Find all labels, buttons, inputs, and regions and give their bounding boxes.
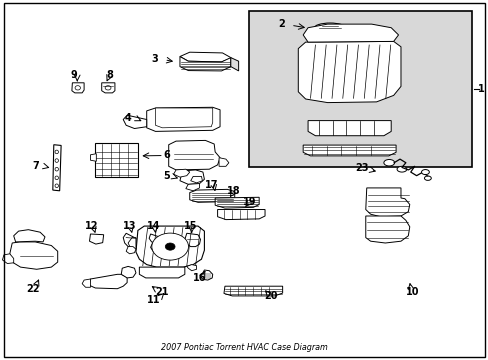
Text: 18: 18 <box>226 186 240 196</box>
Text: 2007 Pontiac Torrent HVAC Case Diagram: 2007 Pontiac Torrent HVAC Case Diagram <box>161 343 327 352</box>
Ellipse shape <box>151 233 188 260</box>
Ellipse shape <box>55 150 59 154</box>
Polygon shape <box>10 242 58 269</box>
Polygon shape <box>150 243 162 253</box>
Polygon shape <box>189 189 234 202</box>
Polygon shape <box>180 52 230 62</box>
Text: 20: 20 <box>264 291 278 301</box>
Polygon shape <box>200 270 212 280</box>
Ellipse shape <box>421 170 428 175</box>
Text: 22: 22 <box>26 284 40 294</box>
Polygon shape <box>365 188 409 217</box>
Ellipse shape <box>165 243 175 250</box>
Polygon shape <box>186 265 196 271</box>
Text: 6: 6 <box>163 150 170 160</box>
Text: 21: 21 <box>155 287 169 297</box>
Polygon shape <box>139 267 184 278</box>
Ellipse shape <box>55 167 59 171</box>
Polygon shape <box>303 145 395 156</box>
Text: 12: 12 <box>85 221 99 231</box>
Text: 15: 15 <box>183 221 197 231</box>
Polygon shape <box>102 83 115 93</box>
Text: 5: 5 <box>163 171 169 181</box>
Bar <box>249 11 471 167</box>
Text: 14: 14 <box>147 221 161 231</box>
Polygon shape <box>219 158 228 166</box>
Ellipse shape <box>55 176 59 180</box>
Ellipse shape <box>105 86 111 90</box>
Text: 16: 16 <box>192 273 206 283</box>
Polygon shape <box>90 154 96 161</box>
Polygon shape <box>307 121 390 136</box>
Polygon shape <box>190 176 202 183</box>
Ellipse shape <box>314 23 346 33</box>
Text: 23: 23 <box>354 163 368 174</box>
Polygon shape <box>14 230 45 242</box>
Polygon shape <box>215 197 259 208</box>
Ellipse shape <box>55 184 59 188</box>
Text: 2: 2 <box>277 19 284 30</box>
Polygon shape <box>123 233 136 247</box>
Polygon shape <box>146 107 220 131</box>
Polygon shape <box>185 184 199 191</box>
Polygon shape <box>173 169 189 177</box>
Polygon shape <box>82 279 90 287</box>
Polygon shape <box>126 247 136 254</box>
Polygon shape <box>89 234 103 244</box>
Polygon shape <box>303 24 398 42</box>
Polygon shape <box>89 274 127 289</box>
Polygon shape <box>217 210 264 220</box>
Text: 9: 9 <box>71 70 78 80</box>
Polygon shape <box>123 115 146 129</box>
Polygon shape <box>128 238 136 249</box>
Polygon shape <box>2 254 14 264</box>
Polygon shape <box>168 140 220 170</box>
Text: 11: 11 <box>147 294 161 305</box>
Polygon shape <box>180 170 204 184</box>
Polygon shape <box>224 286 282 296</box>
Text: 7: 7 <box>33 161 40 171</box>
Polygon shape <box>121 266 136 278</box>
Text: 19: 19 <box>242 197 256 207</box>
Ellipse shape <box>55 159 59 162</box>
Polygon shape <box>298 41 400 103</box>
Polygon shape <box>136 226 204 267</box>
Polygon shape <box>230 58 238 71</box>
Text: 13: 13 <box>122 221 136 231</box>
Text: 4: 4 <box>124 113 131 123</box>
Polygon shape <box>53 145 61 191</box>
Ellipse shape <box>396 166 406 172</box>
Text: 10: 10 <box>405 287 418 297</box>
Polygon shape <box>72 83 84 93</box>
Text: 1: 1 <box>477 84 484 94</box>
Polygon shape <box>149 234 161 243</box>
Polygon shape <box>184 233 200 247</box>
Text: 8: 8 <box>106 70 113 80</box>
Polygon shape <box>180 57 230 71</box>
Polygon shape <box>365 216 409 243</box>
Ellipse shape <box>424 176 430 180</box>
Text: 17: 17 <box>204 180 218 190</box>
Ellipse shape <box>383 159 394 166</box>
Text: 3: 3 <box>151 54 158 64</box>
Bar <box>95 143 138 177</box>
Ellipse shape <box>75 86 80 90</box>
Polygon shape <box>155 108 212 128</box>
